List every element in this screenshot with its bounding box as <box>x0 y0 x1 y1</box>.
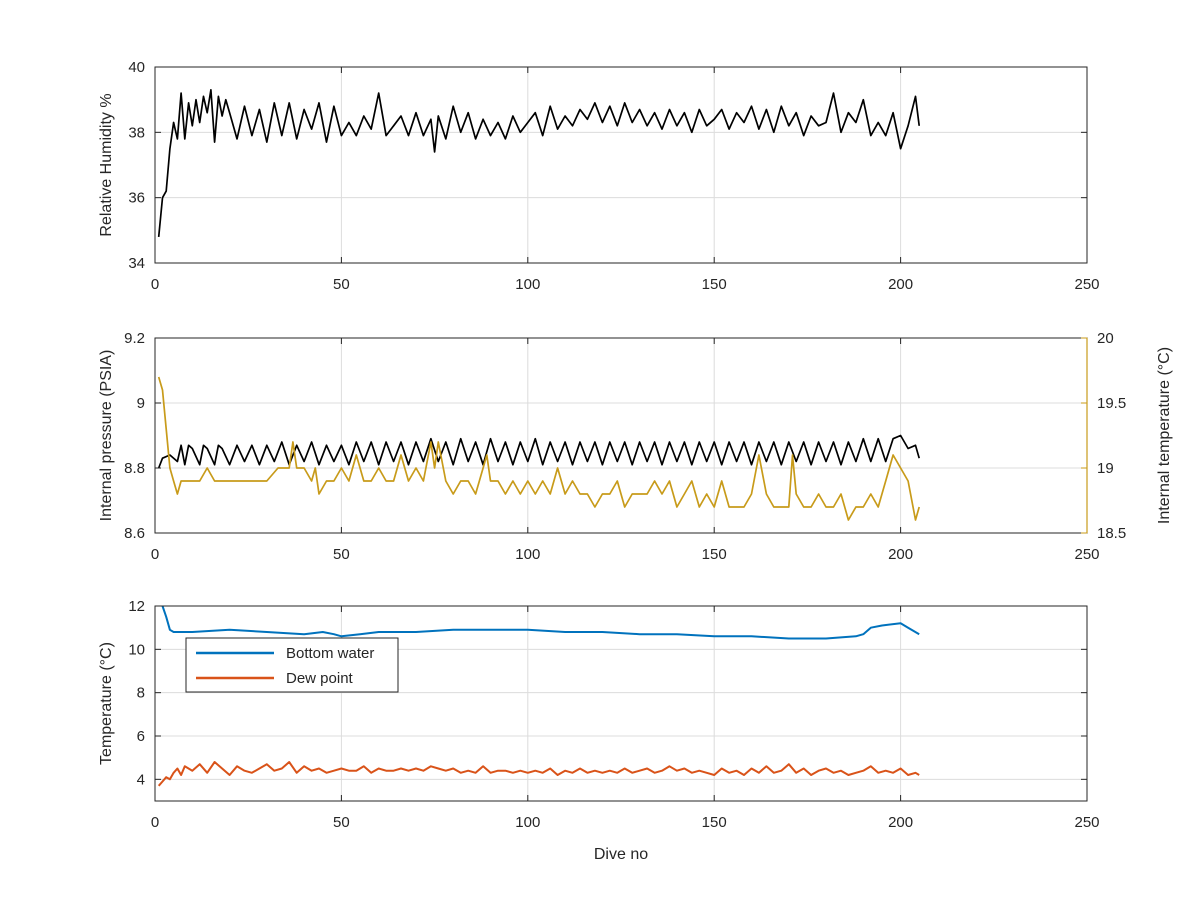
x-tick-label: 250 <box>1074 546 1099 563</box>
x-tick-label: 200 <box>888 814 913 831</box>
y-tick-label: 12 <box>128 598 145 615</box>
y2-tick-label: 19 <box>1097 460 1114 477</box>
subplot-3: 0 50 100 150 200 250 4 6 8 10 12 Temperature (°C) Di… <box>98 598 1100 863</box>
x-tick-label: 50 <box>333 814 350 831</box>
legend-label: Dew point <box>286 670 354 687</box>
y-tick-label: 6 <box>137 728 145 745</box>
y2-tick-label: 19.5 <box>1097 395 1126 412</box>
axes-frame <box>154 605 1088 802</box>
legend: Bottom water Dew point <box>185 637 399 693</box>
plot-area <box>155 338 1087 533</box>
legend-label: Bottom water <box>286 645 374 662</box>
series-line-bottom-water <box>161 605 920 640</box>
x-tick-label: 0 <box>151 276 159 293</box>
x-tick-label: 0 <box>151 814 159 831</box>
x-tick-label: 150 <box>702 276 727 293</box>
x-axis-label: Dive no <box>594 846 648 863</box>
x-tick-label: 200 <box>888 546 913 563</box>
y-tick-label: 9.2 <box>124 330 145 347</box>
y-axis-label: Temperature (°C) <box>98 642 115 765</box>
y-tick-label: 38 <box>128 124 145 141</box>
y-tick-label: 4 <box>137 771 145 788</box>
x-tick-label: 100 <box>515 276 540 293</box>
x-tick-label: 150 <box>702 814 727 831</box>
x-tick-label: 50 <box>333 546 350 563</box>
y-tick-label: 8 <box>137 685 145 702</box>
y2-axis-label: Internal temperature (°C) <box>1156 347 1173 524</box>
x-tick-label: 250 <box>1074 814 1099 831</box>
y-tick-label: 40 <box>128 59 145 76</box>
subplot-1: 0 50 100 150 200 250 34 36 38 40 Relative Humidity… <box>98 59 1100 293</box>
y2-tick-label: 20 <box>1097 330 1114 347</box>
x-tick-label: 0 <box>151 546 159 563</box>
y-axis-label: Relative Humidity % <box>98 93 115 236</box>
y2-tick-label: 18.5 <box>1097 525 1126 542</box>
x-tick-label: 50 <box>333 276 350 293</box>
x-tick-label: 150 <box>702 546 727 563</box>
y-tick-label: 9 <box>137 395 145 412</box>
plot-area <box>155 67 1087 263</box>
legend-box <box>185 637 399 693</box>
subplot-2: 0 50 100 150 200 250 8.6 8.8 9 9.2 18.5 19 19.5 20 Int… <box>98 330 1173 563</box>
x-tick-label: 100 <box>515 546 540 563</box>
series-line-2 <box>157 376 921 521</box>
x-tick-label: 250 <box>1074 276 1099 293</box>
series-line-1 <box>157 89 921 237</box>
y-tick-label: 34 <box>128 255 145 272</box>
series-line-dew-point <box>157 761 920 787</box>
axes-frame <box>154 66 1088 264</box>
y-tick-label: 8.8 <box>124 460 145 477</box>
x-tick-label: 200 <box>888 276 913 293</box>
y-tick-label: 10 <box>128 641 145 658</box>
y-axis-label: Internal pressure (PSIA) <box>98 350 115 522</box>
series-line-1 <box>157 434 921 469</box>
x-tick-label: 100 <box>515 814 540 831</box>
y-tick-label: 36 <box>128 190 145 207</box>
y-tick-label: 8.6 <box>124 525 145 542</box>
